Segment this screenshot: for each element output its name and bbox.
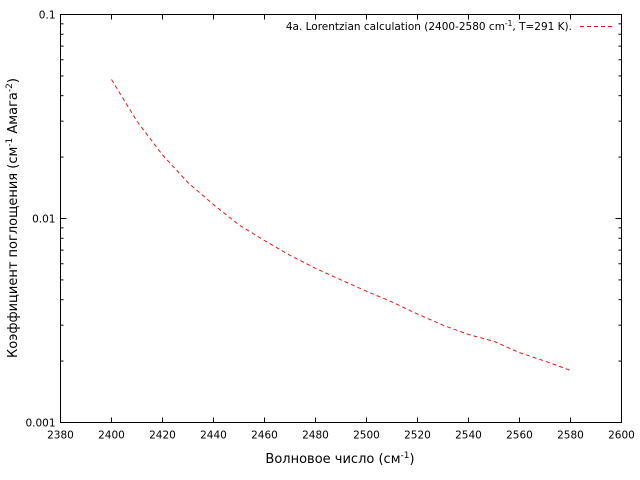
x-tick-label: 2540 xyxy=(455,430,482,442)
x-tick-label: 2380 xyxy=(47,430,74,442)
x-tick-label: 2560 xyxy=(506,430,533,442)
x-tick-label: 2520 xyxy=(404,430,431,442)
plot-frame xyxy=(60,14,622,423)
series-layer xyxy=(111,79,571,371)
legend-label: 4a. Lorentzian calculation (2400-2580 cm… xyxy=(286,19,572,33)
series-line xyxy=(111,79,571,371)
x-tick-label: 2600 xyxy=(608,430,635,442)
x-tick-label: 2480 xyxy=(302,430,329,442)
x-tick-label: 2460 xyxy=(251,430,278,442)
y-axis-label: Коэффициент поглощения (см-1 Амага-2) xyxy=(5,78,21,358)
legend: 4a. Lorentzian calculation (2400-2580 cm… xyxy=(286,19,612,33)
x-tick-label: 2420 xyxy=(149,430,176,442)
y-tick-label: 0.001 xyxy=(25,418,55,430)
ticks-layer: 2380 2400 2420 2440 2460 2480 2500 2520 2540 2560… xyxy=(25,10,634,442)
x-tick-label: 2500 xyxy=(353,430,380,442)
y-tick-label: 0.1 xyxy=(39,10,56,22)
x-tick-label: 2580 xyxy=(557,430,584,442)
y-tick-label: 0.01 xyxy=(32,214,55,226)
x-tick-label: 2440 xyxy=(200,430,227,442)
x-axis-label: Волновое число (см-1) xyxy=(265,451,414,467)
x-tick-label: 2400 xyxy=(98,430,125,442)
